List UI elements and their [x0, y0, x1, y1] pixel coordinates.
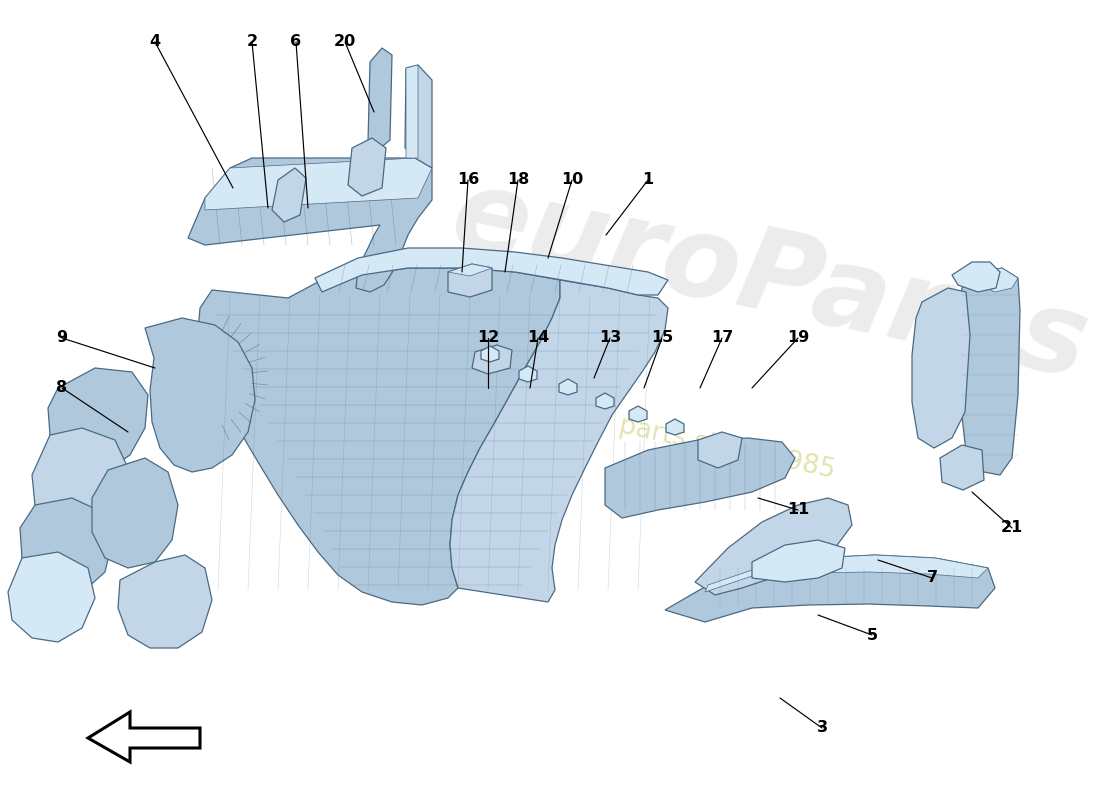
Text: 8: 8 [56, 381, 67, 395]
Polygon shape [368, 48, 392, 150]
Text: 20: 20 [334, 34, 356, 50]
Polygon shape [448, 264, 492, 276]
Text: 7: 7 [926, 570, 937, 586]
Polygon shape [472, 345, 512, 374]
Text: a passion for parts since 1985: a passion for parts since 1985 [442, 376, 838, 484]
Polygon shape [940, 445, 984, 490]
Text: 16: 16 [456, 173, 480, 187]
Text: 18: 18 [507, 173, 529, 187]
Polygon shape [205, 158, 432, 210]
Polygon shape [188, 158, 432, 292]
Polygon shape [666, 419, 684, 435]
Text: 5: 5 [867, 627, 878, 642]
Polygon shape [695, 498, 852, 595]
Polygon shape [912, 288, 970, 448]
Polygon shape [596, 393, 614, 409]
Polygon shape [348, 138, 386, 196]
Polygon shape [32, 428, 128, 535]
Polygon shape [118, 555, 212, 648]
Text: 15: 15 [651, 330, 673, 346]
Text: euroPares: euroPares [442, 158, 1098, 402]
Polygon shape [705, 555, 988, 592]
Polygon shape [519, 366, 537, 382]
Polygon shape [752, 540, 845, 582]
Text: 13: 13 [598, 330, 622, 346]
Text: 12: 12 [477, 330, 499, 346]
Polygon shape [605, 438, 795, 518]
Polygon shape [315, 248, 668, 295]
Polygon shape [666, 555, 996, 622]
Polygon shape [272, 168, 306, 222]
Text: 17: 17 [711, 330, 733, 346]
Polygon shape [92, 458, 178, 568]
Polygon shape [629, 406, 647, 422]
Text: 4: 4 [150, 34, 161, 50]
Polygon shape [481, 346, 499, 362]
Polygon shape [198, 268, 560, 605]
Polygon shape [958, 268, 1020, 475]
Polygon shape [450, 280, 668, 602]
Polygon shape [48, 368, 148, 472]
Text: 19: 19 [786, 330, 810, 346]
Text: 9: 9 [56, 330, 67, 346]
Text: 3: 3 [816, 721, 827, 735]
Polygon shape [980, 268, 1018, 292]
Text: 14: 14 [527, 330, 549, 346]
Polygon shape [406, 65, 418, 158]
Polygon shape [952, 262, 1000, 292]
Text: 11: 11 [786, 502, 810, 518]
Polygon shape [88, 712, 200, 762]
Text: 6: 6 [290, 34, 301, 50]
Polygon shape [8, 552, 95, 642]
Polygon shape [405, 65, 432, 168]
Polygon shape [559, 379, 578, 395]
Text: 1: 1 [642, 173, 653, 187]
Text: 21: 21 [1001, 521, 1023, 535]
Polygon shape [698, 432, 742, 468]
Text: 10: 10 [561, 173, 583, 187]
Polygon shape [20, 498, 112, 595]
Polygon shape [448, 264, 492, 297]
Text: 2: 2 [246, 34, 257, 50]
Polygon shape [145, 318, 255, 472]
